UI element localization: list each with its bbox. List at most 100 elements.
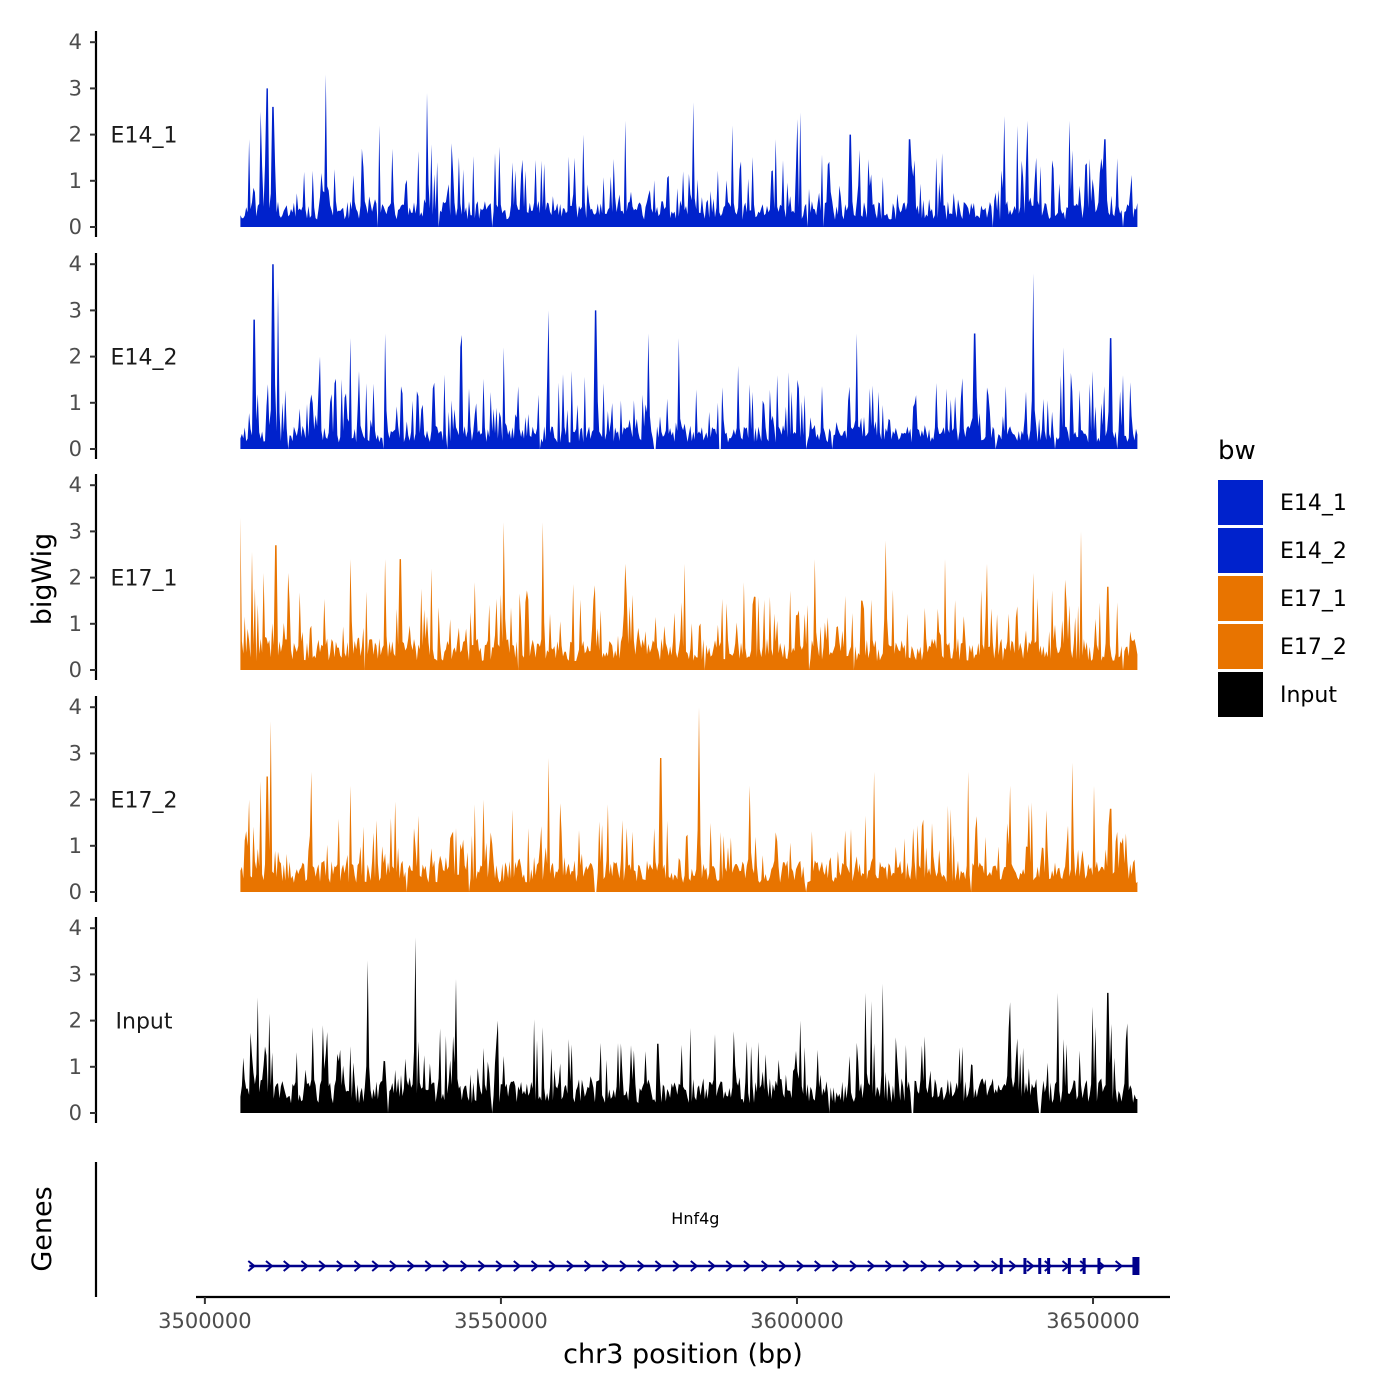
track-E14_1: 0 1 2 3 4 E14_1 (69, 30, 1138, 239)
gene-strand-arrow (442, 1260, 451, 1272)
x-tick-label: 3650000 (1046, 1309, 1140, 1333)
gene-track-title: Genes (27, 1186, 58, 1271)
gene-exon (1067, 1258, 1071, 1274)
gene-strand-arrow (973, 1260, 982, 1272)
legend-label: E17_1 (1280, 587, 1347, 612)
y-tick-label: 4 (69, 252, 82, 276)
gene-strand-arrow (495, 1260, 504, 1272)
gene-strand-arrow (690, 1260, 699, 1272)
gene-exon (1047, 1258, 1051, 1274)
x-tick-label: 3600000 (750, 1309, 844, 1333)
gene-strand-arrow (371, 1260, 380, 1272)
legend-key-E17_1 (1218, 576, 1263, 621)
gene-strand-arrow (849, 1260, 858, 1272)
gene-strand-arrow (601, 1260, 610, 1272)
y-tick-label: 1 (69, 169, 82, 193)
legend-label: E14_2 (1280, 539, 1347, 564)
y-tick-label: 4 (69, 695, 82, 719)
gene-strand-arrow (955, 1260, 964, 1272)
gene-strand-arrow (1079, 1260, 1088, 1272)
y-tick-label: 0 (69, 215, 82, 239)
gene-exon (1023, 1258, 1027, 1274)
legend-label: E17_2 (1280, 635, 1347, 660)
gene-strand-arrow (743, 1260, 752, 1272)
gene-strand-arrow (1008, 1260, 1017, 1272)
gene-strand-arrow (672, 1260, 681, 1272)
series-area-E14_1 (240, 74, 1138, 227)
gene-strand-arrow (867, 1260, 876, 1272)
gene-strand-arrow (884, 1260, 894, 1272)
y-tick-label: 0 (69, 1101, 82, 1125)
gene-exon-last (1132, 1257, 1140, 1275)
y-tick-label: 4 (69, 473, 82, 497)
gene-strand-arrow (583, 1260, 593, 1272)
gene-strand-arrow (530, 1260, 540, 1272)
legend-key-E14_1 (1218, 480, 1263, 525)
gene-strand-arrow (937, 1260, 947, 1272)
track-E17_2: 0 1 2 3 4 E17_2 (69, 695, 1138, 904)
gene-strand-arrow (902, 1260, 911, 1272)
x-tick-label: 3550000 (454, 1309, 548, 1333)
y-tick-label: 4 (69, 30, 82, 54)
gene-strand-arrow (336, 1260, 345, 1272)
track-label: Input (116, 1010, 173, 1035)
gene-strand-arrow (1114, 1260, 1124, 1272)
gene-exon (1097, 1258, 1101, 1274)
x-tick-label: 3500000 (158, 1309, 252, 1333)
y-tick-label: 0 (69, 880, 82, 904)
gene-strand-arrow (265, 1260, 274, 1272)
legend-label: E14_1 (1280, 491, 1347, 516)
gene-strand-arrow (318, 1260, 327, 1272)
gene-strand-arrow (283, 1260, 292, 1272)
track-E14_2: 0 1 2 3 4 E14_2 (69, 252, 1138, 461)
gene-exon (999, 1258, 1003, 1274)
gene-strand-arrow (796, 1260, 805, 1272)
gene-exon (1038, 1258, 1042, 1274)
track-label: E17_1 (111, 567, 178, 592)
gene-strand-arrow (247, 1260, 256, 1272)
gene-strand-arrow (654, 1260, 663, 1272)
gene-strand-arrow (778, 1260, 787, 1272)
gene-strand-arrow (920, 1260, 929, 1272)
gene-strand-arrow (707, 1260, 717, 1272)
y-axis-title: bigWig (27, 533, 58, 626)
gene-strand-arrow (991, 1260, 1000, 1272)
gene-track: Hnf4g (94, 1162, 1140, 1297)
gene-strand-arrow (389, 1260, 398, 1272)
track-label: E17_2 (111, 789, 178, 814)
track-Input: 0 1 2 3 4 Input (69, 916, 1138, 1125)
y-tick-label: 1 (69, 391, 82, 415)
gene-strand-arrow (725, 1260, 734, 1272)
series-area-Input (240, 937, 1138, 1113)
y-tick-label: 0 (69, 658, 82, 682)
series-area-E14_2 (240, 264, 1138, 449)
y-tick-label: 1 (69, 834, 82, 858)
track-label: E14_2 (111, 346, 178, 371)
track-label: E14_1 (111, 124, 178, 149)
y-tick-label: 2 (69, 566, 82, 590)
y-tick-label: 3 (69, 741, 82, 765)
gene-strand-arrow (406, 1260, 416, 1272)
gene-strand-arrow (760, 1260, 770, 1272)
gene-strand-arrow (300, 1260, 309, 1272)
y-tick-label: 1 (69, 1055, 82, 1079)
legend-key-E14_2 (1218, 528, 1263, 573)
signal-tracks: 0 1 2 3 4 E14_1 0 1 2 3 4 E14_2 0 1 2 3 4 E17_1 0 1 2 3 4 E17_2… (69, 30, 1138, 1125)
y-tick-label: 0 (69, 437, 82, 461)
series-area-E17_2 (240, 707, 1138, 892)
gene-strand-arrow (460, 1260, 469, 1272)
y-tick-label: 4 (69, 916, 82, 940)
gene-strand-arrow (1026, 1260, 1035, 1272)
y-tick-label: 2 (69, 123, 82, 147)
y-tick-label: 3 (69, 76, 82, 100)
gene-strand-arrow (477, 1260, 486, 1272)
gene-label: Hnf4g (671, 1209, 719, 1228)
track-E17_1: 0 1 2 3 4 E17_1 (69, 473, 1138, 682)
y-tick-label: 3 (69, 298, 82, 322)
gene-strand-arrow (831, 1260, 840, 1272)
legend: bw E14_1 E14_2 E17_1 E17_2 Input (1218, 436, 1347, 717)
gene-strand-arrow (513, 1260, 522, 1272)
x-axis: 3500000 3550000 3600000 3650000 (158, 1295, 1170, 1333)
legend-key-Input (1218, 672, 1263, 717)
